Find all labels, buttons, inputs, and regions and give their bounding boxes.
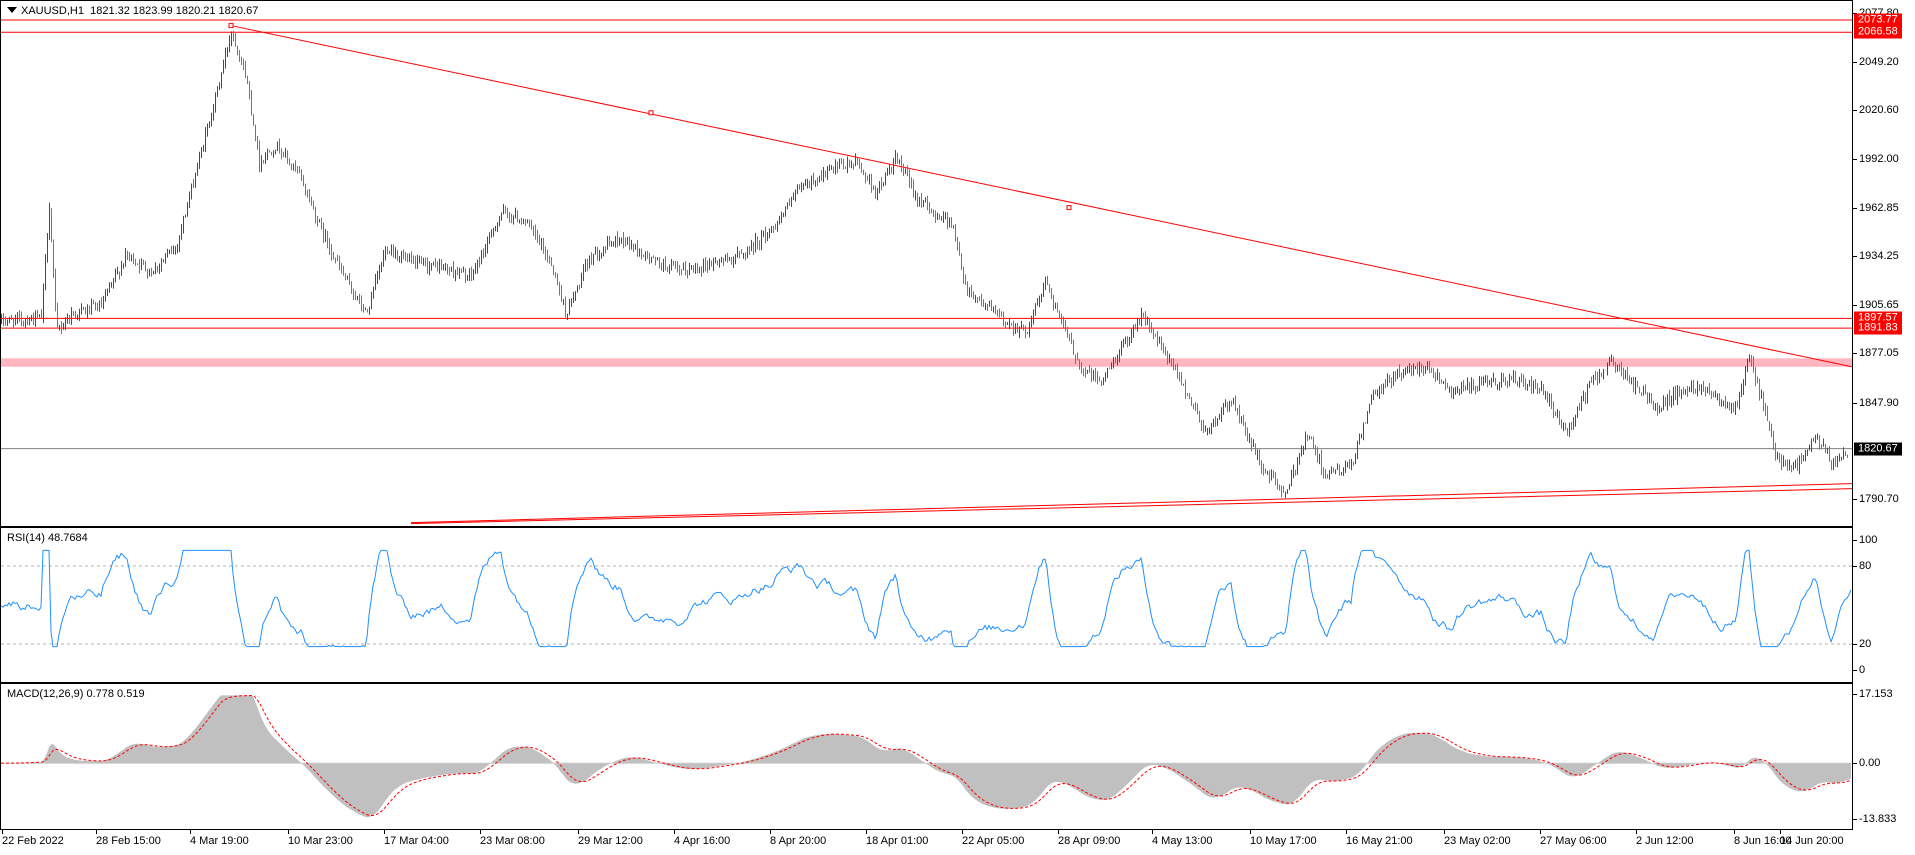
time-tick-label: 10 Mar 23:00 bbox=[288, 830, 353, 847]
descending-trendline bbox=[230, 25, 1852, 368]
time-axis: 22 Feb 2022 28 Feb 15:00 4 Mar 19:00 10 Mar… bbox=[0, 830, 1853, 855]
price-tick-label: 1847.90 bbox=[1853, 396, 1899, 409]
macd-canvas[interactable] bbox=[1, 684, 1852, 829]
price-tick-label: 1790.70 bbox=[1853, 493, 1899, 506]
ascending-trendline bbox=[410, 483, 1852, 524]
candlesticks bbox=[1, 30, 1848, 498]
time-tick-label: 27 May 06:00 bbox=[1540, 830, 1607, 847]
symbol-label: XAUUSD,H1 bbox=[21, 5, 84, 17]
time-tick-label: 23 Mar 08:00 bbox=[480, 830, 545, 847]
price-tick-label: 1905.65 bbox=[1853, 298, 1899, 311]
macd-scale: 17.153 0.00 -13.833 bbox=[1852, 683, 1915, 830]
rsi-line bbox=[1, 549, 1852, 648]
rsi-tick-label: 100 bbox=[1852, 534, 1878, 546]
time-tick-label: 4 Mar 19:00 bbox=[190, 830, 249, 847]
level-price-tag: 2066.58 bbox=[1854, 25, 1902, 39]
price-tick-label: 1992.00 bbox=[1853, 152, 1899, 165]
price-chart-canvas[interactable] bbox=[1, 1, 1852, 526]
rsi-title: RSI(14) 48.7684 bbox=[7, 532, 88, 544]
price-tick-label: 1877.05 bbox=[1853, 347, 1899, 360]
macd-tick-label: 17.153 bbox=[1853, 688, 1893, 700]
rsi-tick-label: 0 bbox=[1852, 664, 1866, 676]
trendline-handle bbox=[228, 23, 234, 29]
price-tick-label: 2049.20 bbox=[1853, 55, 1899, 68]
resistance-zone bbox=[1, 358, 1852, 367]
macd-title: MACD(12,26,9) 0.778 0.519 bbox=[7, 688, 145, 700]
time-tick-label: 17 Mar 04:00 bbox=[384, 830, 449, 847]
price-scale[interactable]: 2077.802049.202020.601992.001962.851934.… bbox=[1853, 0, 1915, 527]
time-tick-label: 10 May 17:00 bbox=[1250, 830, 1317, 847]
time-tick-label: 18 Apr 01:00 bbox=[866, 830, 929, 847]
time-tick-label: 4 Apr 16:00 bbox=[674, 830, 731, 847]
time-tick-label: 29 Mar 12:00 bbox=[578, 830, 643, 847]
macd-tick-label: -13.833 bbox=[1852, 813, 1897, 825]
time-tick-label: 8 Jun 16:00 bbox=[1734, 830, 1792, 847]
time-tick-label: 28 Apr 09:00 bbox=[1058, 830, 1121, 847]
time-tick-label: 8 Apr 20:00 bbox=[770, 830, 827, 847]
time-tick-label: 23 May 02:00 bbox=[1444, 830, 1511, 847]
rsi-tick-label: 80 bbox=[1852, 560, 1872, 572]
price-tick-label: 1934.25 bbox=[1853, 250, 1899, 263]
rsi-canvas[interactable] bbox=[1, 528, 1852, 682]
trendline-handle bbox=[1066, 205, 1072, 211]
ohlc-readout: 1821.32 1823.99 1820.21 1820.67 bbox=[90, 5, 259, 17]
price-tick-label: 2020.60 bbox=[1853, 104, 1899, 117]
time-tick-label: 2 Jun 12:00 bbox=[1636, 830, 1694, 847]
macd-signal-line bbox=[1, 694, 1852, 816]
time-tick-label: 4 May 13:00 bbox=[1152, 830, 1213, 847]
level-price-tag: 1891.83 bbox=[1854, 321, 1902, 335]
price-chart-pane[interactable]: XAUUSD,H1 1821.32 1823.99 1820.21 1820.6… bbox=[0, 0, 1853, 527]
dropdown-triangle-icon[interactable] bbox=[7, 7, 17, 13]
time-tick-label: 14 Jun 20:00 bbox=[1780, 830, 1844, 847]
trendline-handle bbox=[648, 110, 654, 116]
price-tick-label: 1962.85 bbox=[1853, 201, 1899, 214]
rsi-tick-label: 20 bbox=[1852, 638, 1872, 650]
macd-histogram bbox=[1, 695, 1851, 818]
price-chart-header: XAUUSD,H1 1821.32 1823.99 1820.21 1820.6… bbox=[7, 5, 258, 17]
time-tick-label: 16 May 21:00 bbox=[1346, 830, 1413, 847]
time-tick-label: 22 Feb 2022 bbox=[2, 830, 64, 847]
macd-pane[interactable]: MACD(12,26,9) 0.778 0.519 bbox=[0, 683, 1853, 830]
time-tick-label: 22 Apr 05:00 bbox=[962, 830, 1025, 847]
macd-tick-label: 0.00 bbox=[1852, 757, 1881, 770]
rsi-pane[interactable]: RSI(14) 48.7684 bbox=[0, 527, 1853, 683]
last-price-tag: 1820.67 bbox=[1854, 442, 1902, 456]
rsi-scale: 100 80 20 0 bbox=[1852, 527, 1915, 683]
level-price-tag: 2073.77 bbox=[1854, 13, 1902, 27]
time-tick-label: 28 Feb 15:00 bbox=[96, 830, 161, 847]
ascending-trendline-2 bbox=[410, 488, 1852, 525]
